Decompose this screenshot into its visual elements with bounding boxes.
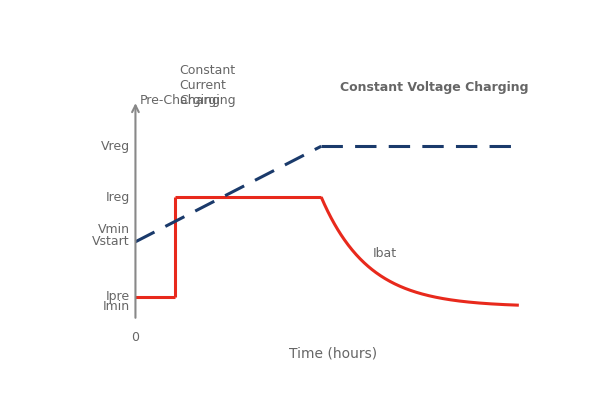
Text: Vmin: Vmin: [98, 223, 130, 236]
Text: Constant
Current
Charging: Constant Current Charging: [179, 64, 236, 106]
Text: Vstart: Vstart: [92, 235, 130, 248]
Text: Ireg: Ireg: [106, 190, 130, 204]
Text: Time (hours): Time (hours): [289, 347, 377, 361]
Text: 0: 0: [131, 331, 139, 344]
Text: Pre-Charging: Pre-Charging: [140, 94, 221, 106]
Text: Constant Voltage Charging: Constant Voltage Charging: [340, 81, 529, 94]
Text: Ibat: Ibat: [373, 248, 397, 260]
Text: Imin: Imin: [103, 300, 130, 313]
Text: Ipre: Ipre: [106, 290, 130, 303]
Text: Vreg: Vreg: [101, 140, 130, 153]
